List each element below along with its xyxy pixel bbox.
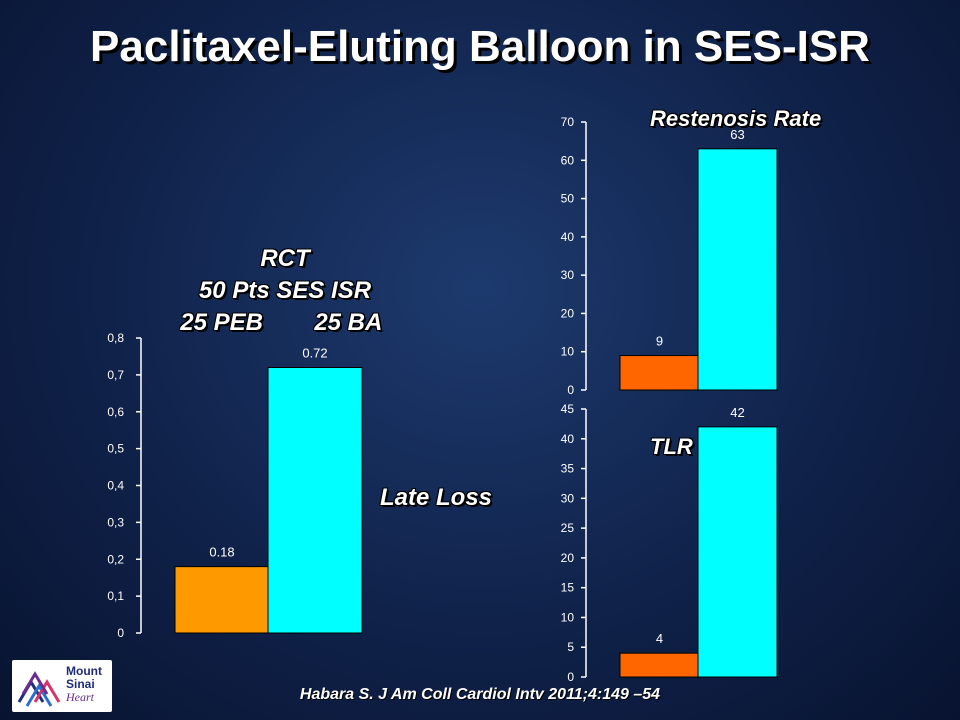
restenosis-bar-peb — [619, 355, 700, 391]
late-loss-tick-label: 0,5 — [107, 442, 124, 456]
late-loss-label: Late Loss — [380, 484, 493, 511]
tlr-value-label: 42 — [730, 405, 744, 420]
late-loss-tick-label: 0,4 — [107, 479, 124, 493]
restenosis-tick-label: 20 — [561, 306, 575, 320]
restenosis-tick-label: 10 — [561, 345, 575, 359]
tlr-tick-label: 0 — [567, 670, 574, 684]
tlr-tick-label: 10 — [561, 610, 575, 624]
citation: Habara S. J Am Coll Cardiol Intv 2011;4:… — [299, 686, 661, 703]
restenosis-tick-label: 50 — [561, 192, 575, 206]
arm-peb-label: 25 PEB — [180, 309, 264, 336]
late-loss-value-label: 0.18 — [209, 545, 234, 560]
study-population: 50 Pts SES ISR — [198, 277, 372, 304]
slide-title: Paclitaxel-Eluting Balloon in SES-ISR — [90, 22, 870, 71]
tlr-tick-label: 45 — [561, 402, 575, 416]
tlr-chart: 0 5 10 15 20 25 30 35 40 45 4 42 — [561, 402, 778, 684]
tlr-tick-label: 35 — [561, 462, 575, 476]
tlr-tick-label: 20 — [561, 551, 575, 565]
mount-sinai-heart-logo: Mount Sinai Heart — [12, 660, 112, 712]
tlr-tick-label: 25 — [561, 521, 575, 535]
tlr-bar-peb — [619, 652, 700, 678]
study-type: RCT — [260, 245, 310, 272]
restenosis-value-label: 9 — [656, 334, 663, 349]
restenosis-tick-label: 70 — [561, 115, 575, 129]
late-loss-chart: 0 0,1 0,2 0,3 0,4 0,5 0,6 0,7 0,8 0.18 0.72 — [107, 331, 363, 640]
late-loss-tick-label: 0,3 — [107, 515, 124, 529]
restenosis-tick-label: 30 — [561, 268, 575, 282]
restenosis-rate-label: Restenosis Rate — [650, 106, 822, 131]
logo-mark-icon — [17, 671, 61, 707]
late-loss-tick-label: 0,6 — [107, 405, 124, 419]
late-loss-tick-label: 0,2 — [107, 552, 124, 566]
late-loss-tick-label: 0 — [117, 626, 124, 640]
restenosis-tick-label: 0 — [567, 383, 574, 397]
late-loss-value-label: 0.72 — [302, 346, 327, 361]
restenosis-tick-label: 60 — [561, 153, 575, 167]
logo-line-mount: Mount — [66, 664, 102, 678]
late-loss-tick-label: 0,1 — [107, 589, 124, 603]
late-loss-bar-peb — [174, 566, 270, 634]
logo-text: Mount Sinai Heart — [66, 665, 102, 704]
restenosis-bar-ba — [697, 148, 778, 391]
arm-ba-label: 25 BA — [314, 309, 383, 336]
tlr-label: TLR — [650, 434, 693, 459]
tlr-value-label: 4 — [656, 631, 663, 646]
restenosis-value-label: 63 — [730, 127, 744, 142]
logo-line-heart: Heart — [66, 690, 94, 704]
tlr-tick-label: 5 — [567, 640, 574, 654]
restenosis-rate-chart: 0 10 20 30 40 50 60 70 9 63 — [561, 115, 778, 397]
restenosis-tick-label: 40 — [561, 230, 575, 244]
tlr-tick-label: 40 — [561, 432, 575, 446]
tlr-tick-label: 15 — [561, 581, 575, 595]
tlr-bar-ba — [697, 426, 778, 678]
study-design-label: RCT 50 Pts SES ISR 25 PEB 25 BA — [150, 243, 420, 339]
late-loss-tick-label: 0,7 — [107, 368, 124, 382]
late-loss-bar-ba — [267, 367, 363, 634]
study-arms: 25 PEB 25 BA — [150, 307, 420, 339]
late-loss-tick-label: 0,8 — [107, 331, 124, 345]
logo-line-sinai: Sinai — [66, 677, 95, 691]
tlr-tick-label: 30 — [561, 491, 575, 505]
